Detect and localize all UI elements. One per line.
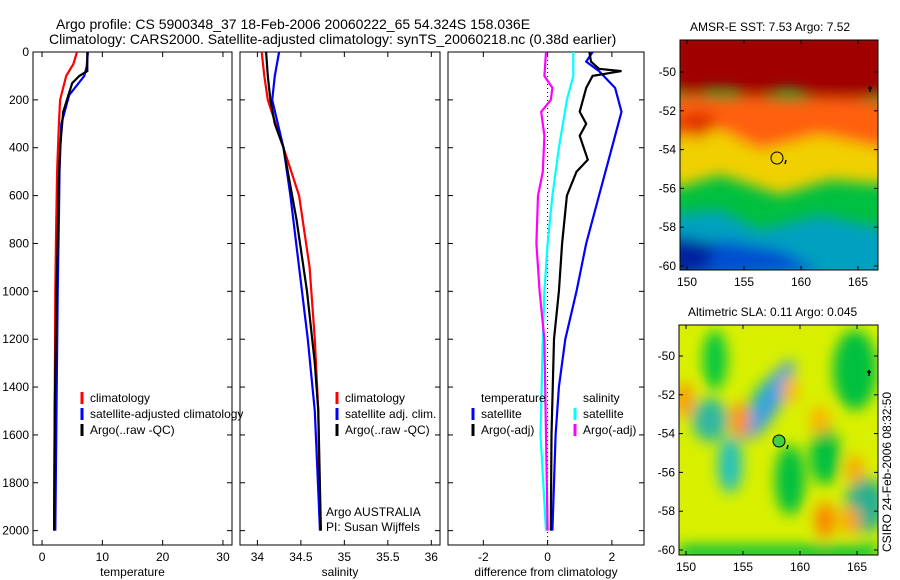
map-axes-0: 150 155 160 165 -50 -52 -54 -56 -58 -60 xyxy=(659,40,878,289)
x-tick-label: 2 xyxy=(609,550,616,564)
sla-map-title: Altimetric SLA: 0.11 Argo: 0.045 xyxy=(688,305,858,319)
y-tick-label: 1200 xyxy=(2,332,29,346)
series-satellite-adj-clim- xyxy=(271,51,322,531)
sla-map xyxy=(679,325,878,555)
series-satellite-adjusted-climatology xyxy=(54,51,89,531)
map-axes-1: 150 155 160 165 -50 -52 -54 -56 -58 -60 xyxy=(658,325,878,574)
series-salinity-satellite xyxy=(539,52,575,531)
map-x-tick-label: 160 xyxy=(790,560,810,574)
map-y-tick-label: -52 xyxy=(658,388,676,402)
figure-title-line1: Argo profile: CS 5900348_37 18-Feb-2006 … xyxy=(56,16,531,32)
map-x-tick-label: 155 xyxy=(733,560,753,574)
sla-map-frame xyxy=(678,324,879,556)
legend-label: Argo(-adj) xyxy=(481,423,534,437)
y-tick-label: 800 xyxy=(9,236,29,250)
series-salinity-argo-adj- xyxy=(535,51,554,531)
x-tick-label: 34 xyxy=(251,550,265,564)
legend-label: temperature xyxy=(481,391,546,405)
series-temperature-satellite xyxy=(551,51,623,531)
y-tick-label: 2000 xyxy=(2,524,29,538)
y-tick-label: 1400 xyxy=(2,380,29,394)
y-tick-label: 600 xyxy=(9,189,29,203)
series-climatology xyxy=(260,51,322,531)
panel-temperature: 0 10 20 30 0 200 400 600 800 1000 1200 1400 1600 1800… xyxy=(2,45,243,579)
legend-label: satellite xyxy=(481,407,522,421)
x-tick-label: -2 xyxy=(478,550,489,564)
x-tick-label: 35 xyxy=(338,550,352,564)
sst-map-frame xyxy=(679,39,879,271)
plot-frame xyxy=(32,51,233,546)
x-axis-label: temperature xyxy=(100,565,165,579)
sst-map-title: AMSR-E SST: 7.53 Argo: 7.52 xyxy=(690,20,851,34)
x-tick-label: 35.5 xyxy=(376,550,400,564)
series-temperature-argo-adj- xyxy=(549,51,622,531)
map-x-tick-label: 165 xyxy=(847,560,867,574)
map-y-tick-label: -58 xyxy=(658,504,676,518)
annotation: Argo AUSTRALIA xyxy=(326,505,421,519)
map-y-tick-label: -58 xyxy=(659,220,677,234)
figure-title-line2: Climatology: CARS2000. Satellite-adjuste… xyxy=(49,31,617,47)
map-y-tick-label: -56 xyxy=(658,465,676,479)
legend-label: climatology xyxy=(345,391,405,405)
x-tick-label: 0 xyxy=(544,550,551,564)
legend-label: satellite-adjusted climatology xyxy=(90,407,243,421)
x-tick-label: 0 xyxy=(39,550,46,564)
x-tick-label: 34.5 xyxy=(289,550,313,564)
y-tick-label: 1600 xyxy=(2,428,29,442)
x-tick-label: 10 xyxy=(96,550,110,564)
legend-label: satellite xyxy=(583,407,624,421)
x-tick-label: 30 xyxy=(216,550,230,564)
map-x-tick-label: 155 xyxy=(734,275,754,289)
series-argo-raw-qc- xyxy=(53,52,89,531)
legend-label: Argo(..raw -QC) xyxy=(345,423,430,437)
map-y-tick-label: -54 xyxy=(658,427,676,441)
y-tick-label: 1800 xyxy=(2,476,29,490)
y-tick-label: 0 xyxy=(22,45,29,59)
y-tick-label: 1000 xyxy=(2,284,29,298)
x-axis-label: difference from climatology xyxy=(474,565,617,579)
y-tick-label: 400 xyxy=(9,141,29,155)
sst-map xyxy=(680,40,878,270)
x-tick-label: 36 xyxy=(425,550,439,564)
y-tick-label: 200 xyxy=(9,93,29,107)
csiro-timestamp: CSIRO 24-Feb-2006 08:32:50 xyxy=(880,391,894,552)
legend-label: Argo(..raw -QC) xyxy=(90,423,175,437)
map-y-tick-label: -50 xyxy=(659,65,677,79)
map-y-tick-label: -52 xyxy=(659,104,677,118)
legend-label: Argo(-adj) xyxy=(583,423,636,437)
legend-label: salinity xyxy=(583,391,620,405)
x-tick-label: 20 xyxy=(156,550,170,564)
legend-label: satellite adj. clim. xyxy=(345,407,436,421)
map-x-tick-label: 165 xyxy=(848,275,868,289)
series-argo-raw-qc- xyxy=(265,51,322,531)
map-y-tick-label: -60 xyxy=(658,543,676,557)
panel-salinity: 34 34.5 35 35.5 36 salinity climatology satelli… xyxy=(239,51,441,579)
map-x-tick-label: 150 xyxy=(677,275,697,289)
map-x-tick-label: 150 xyxy=(676,560,696,574)
map-y-tick-label: -60 xyxy=(659,259,677,273)
annotation: PI: Susan Wijffels xyxy=(326,520,420,534)
map-y-tick-label: -50 xyxy=(658,349,676,363)
map-y-tick-label: -56 xyxy=(659,181,677,195)
map-x-tick-label: 160 xyxy=(791,275,811,289)
map-y-tick-label: -54 xyxy=(659,143,677,157)
x-axis-label: salinity xyxy=(322,565,359,579)
plot-frame xyxy=(239,51,441,546)
legend-label: climatology xyxy=(90,391,150,405)
